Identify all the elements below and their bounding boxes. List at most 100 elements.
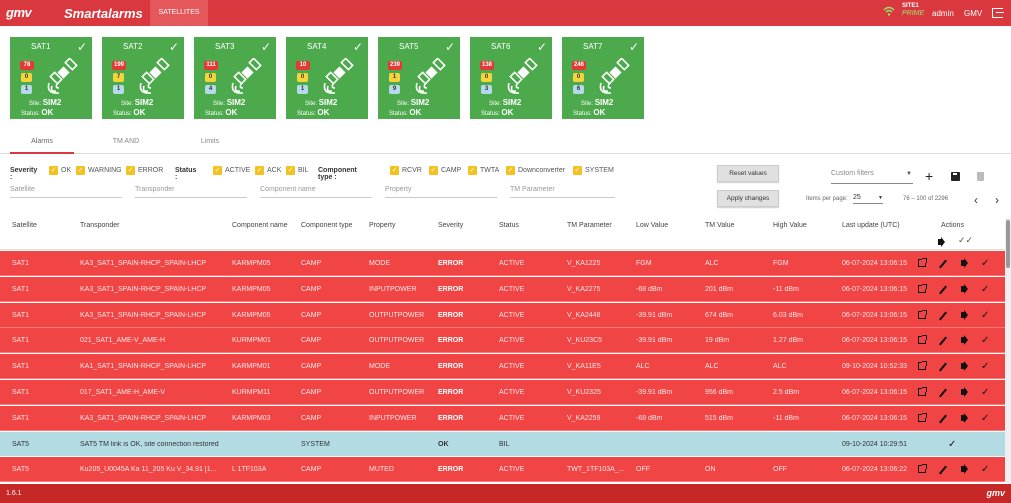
acknowledge-icon[interactable]: ✓: [981, 387, 990, 398]
column-header[interactable]: TM Parameter: [567, 222, 612, 229]
table-row[interactable]: SAT1 017_SAT1_AME-H_AME-V KURMPM11 CAMP OUTP…: [0, 380, 1005, 405]
column-header[interactable]: Severity: [438, 222, 464, 229]
tab-limits[interactable]: Limits: [200, 138, 220, 145]
column-header[interactable]: Component type: [301, 222, 353, 229]
acknowledge-icon[interactable]: ✓: [981, 412, 990, 424]
checkbox-bil[interactable]: ✓: [286, 166, 295, 175]
tab-tm-and[interactable]: TM AND: [112, 138, 140, 145]
acknowledge-icon[interactable]: ✓: [981, 361, 990, 373]
checkbox-rcvr[interactable]: ✓: [390, 166, 399, 175]
edit-icon[interactable]: [939, 414, 947, 424]
checkbox-downconverter[interactable]: ✓: [506, 166, 515, 175]
mute-icon[interactable]: [961, 335, 968, 346]
reset-values-button[interactable]: Reset values: [717, 165, 779, 182]
nav-tab-satellites[interactable]: SATELLITES: [150, 0, 208, 26]
checkbox-system[interactable]: ✓: [573, 166, 582, 175]
table-row[interactable]: SAT1 KA3_SAT1_SPAIN-RHCP_SPAIN-LHCP KARMPM…: [0, 302, 1005, 328]
checkbox-warning[interactable]: ✓: [76, 166, 85, 175]
satellite-card[interactable]: SAT5 ✓ 239 1 9 Site: SIM2 Status: OK: [378, 37, 460, 119]
acknowledge-icon[interactable]: ✓: [981, 258, 990, 269]
column-header[interactable]: Component name: [232, 222, 288, 229]
table-scrollbar[interactable]: [1005, 218, 1011, 483]
column-header[interactable]: Satellite: [12, 222, 37, 229]
prev-page-icon[interactable]: ‹: [974, 193, 978, 207]
mute-all-icon[interactable]: [938, 237, 945, 247]
checkbox-ok[interactable]: ✓: [49, 166, 58, 175]
delete-icon[interactable]: [977, 172, 984, 181]
open-external-icon[interactable]: [918, 361, 927, 371]
satellite-card[interactable]: SAT6 ✓ 138 0 3 Site: SIM2 Status: OK: [470, 37, 552, 119]
table-cell: KA3_SAT1_SPAIN-RHCP_SPAIN-LHCP: [80, 285, 207, 293]
edit-icon[interactable]: [939, 465, 947, 475]
table-row[interactable]: SAT1 KA3_SAT1_SPAIN-RHCP_SPAIN-LHCP KARMPM…: [0, 405, 1005, 431]
add-filter-icon[interactable]: +: [925, 168, 934, 184]
property-filter-input[interactable]: Property: [385, 184, 497, 198]
custom-filters-select[interactable]: Custom filters ▼: [831, 170, 913, 184]
column-header[interactable]: Last update (UTC): [842, 222, 900, 229]
column-header[interactable]: TM Value: [705, 222, 735, 229]
tm-parameter-filter-input[interactable]: TM Parameter: [510, 184, 615, 198]
column-header[interactable]: Transponder: [80, 222, 120, 229]
satellite-card[interactable]: SAT1 ✓ 78 0 1 Site: SIM2 Status: OK: [10, 37, 92, 119]
table-row[interactable]: SAT5 Ku205_U0045A Ka 11_205 Ku V_34.91 [1…: [0, 457, 1005, 483]
column-header[interactable]: Actions: [941, 222, 964, 229]
mute-icon[interactable]: [961, 387, 968, 397]
next-page-icon[interactable]: ›: [995, 193, 999, 207]
ack-all-icon[interactable]: ✓✓: [958, 235, 974, 245]
acknowledge-icon[interactable]: ✓: [981, 464, 990, 476]
edit-icon[interactable]: [939, 311, 947, 321]
items-per-page-select[interactable]: 25 ▼: [853, 194, 883, 204]
mute-icon[interactable]: [961, 361, 968, 372]
checkbox-ack[interactable]: ✓: [255, 166, 264, 175]
checkbox-active[interactable]: ✓: [213, 166, 222, 175]
save-icon[interactable]: [951, 172, 960, 181]
table-row[interactable]: SAT1 KA3_SAT1_SPAIN-RHCP_SPAIN-LHCP KARMPM…: [0, 276, 1005, 302]
edit-icon[interactable]: [939, 388, 947, 398]
open-external-icon[interactable]: [918, 283, 927, 293]
logout-icon[interactable]: [992, 8, 1004, 18]
apply-changes-button[interactable]: Apply changes: [717, 190, 779, 207]
column-header[interactable]: Property: [369, 222, 396, 229]
edit-icon[interactable]: [939, 362, 947, 372]
satellite-card[interactable]: SAT3 ✓ 111 0 4 Site: SIM2 Status: OK: [194, 37, 276, 119]
transponder-filter-input[interactable]: Transponder: [135, 184, 247, 198]
table-cell: CAMP: [301, 285, 322, 293]
satellite-card[interactable]: SAT7 ✓ 246 0 6 Site: SIM2 Status: OK: [562, 37, 644, 119]
acknowledge-icon[interactable]: ✓: [981, 335, 990, 347]
mute-icon[interactable]: [961, 412, 968, 423]
mute-icon[interactable]: [961, 309, 968, 320]
table-header: Satellite Transponder Component name Compon…: [0, 218, 1011, 234]
scrollbar-thumb[interactable]: [1006, 220, 1010, 268]
edit-icon[interactable]: [939, 285, 947, 295]
checkbox-error[interactable]: ✓: [126, 166, 135, 175]
table-row[interactable]: SAT1 KA3_SAT1_SPAIN-RHCP_SPAIN-LHCP KARMPM…: [0, 251, 1005, 276]
table-row[interactable]: SAT1 KA1_SAT1_SPAIN-RHCP_SPAIN-LHCP KARMPM…: [0, 354, 1005, 380]
satellite-card[interactable]: SAT4 ✓ 10 0 1 Site: SIM2 Status: OK: [286, 37, 368, 119]
satellite-filter-input[interactable]: Satellite: [10, 184, 122, 198]
column-header[interactable]: Low Value: [636, 222, 669, 229]
open-external-icon[interactable]: [918, 412, 927, 422]
table-row[interactable]: SAT1 021_SAT1_AME-V_AME-H KURMPM01 CAMP OUTP…: [0, 328, 1005, 354]
checkbox-twta[interactable]: ✓: [468, 166, 477, 175]
mute-icon[interactable]: [961, 283, 968, 294]
open-external-icon[interactable]: [918, 387, 927, 396]
acknowledge-icon[interactable]: ✓: [981, 309, 990, 321]
acknowledge-icon[interactable]: ✓: [948, 438, 957, 450]
tab-alarms[interactable]: Alarms: [10, 130, 74, 154]
acknowledge-icon[interactable]: ✓: [981, 283, 990, 295]
user-name[interactable]: admin: [932, 9, 954, 18]
mute-icon[interactable]: [961, 464, 968, 475]
edit-icon[interactable]: [939, 259, 947, 269]
column-header[interactable]: High Value: [773, 222, 807, 229]
open-external-icon[interactable]: [918, 258, 927, 267]
table-row[interactable]: SAT5 SAT5 TM link is OK, site connection …: [0, 431, 1005, 457]
satellite-card[interactable]: SAT2 ✓ 199 7 1 Site: SIM2 Status: OK: [102, 37, 184, 119]
open-external-icon[interactable]: [918, 464, 927, 474]
checkbox-camp[interactable]: ✓: [429, 166, 438, 175]
mute-icon[interactable]: [961, 258, 968, 268]
column-header[interactable]: Status: [499, 222, 519, 229]
open-external-icon[interactable]: [918, 309, 927, 319]
component-name-filter-input[interactable]: Component name: [260, 184, 372, 198]
open-external-icon[interactable]: [918, 335, 927, 345]
edit-icon[interactable]: [939, 336, 947, 346]
